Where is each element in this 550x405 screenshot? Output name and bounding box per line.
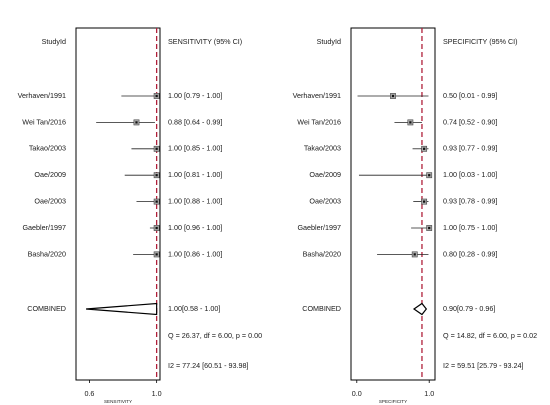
heterogeneity-q: Q = 26.37, df = 6.00, p = 0.00	[168, 331, 262, 340]
x-axis-label: SENSITIVITY	[104, 399, 132, 404]
study-name: Oae/2003	[34, 197, 66, 206]
study-name: Oae/2003	[309, 197, 341, 206]
study-ci-value: 1.00 [0.75 - 1.00]	[443, 223, 497, 232]
study-ci-value: 0.50 [0.01 - 0.99]	[443, 91, 497, 100]
study-name: Oae/2009	[34, 170, 66, 179]
study-name: Wei Tan/2016	[22, 117, 66, 126]
study-ci-value: 0.93 [0.78 - 0.99]	[443, 197, 497, 206]
study-estimate-point	[423, 147, 426, 150]
combined-diamond	[412, 302, 428, 316]
study-estimate-point	[155, 147, 158, 150]
heterogeneity-q: Q = 14.82, df = 6.00, p = 0.02	[443, 331, 537, 340]
combined-label: COMBINED	[302, 304, 341, 313]
study-estimate-point	[155, 253, 158, 256]
combined-ci-value: 0.90[0.79 - 0.96]	[443, 304, 495, 313]
combined-label: COMBINED	[27, 304, 66, 313]
study-estimate-point	[135, 121, 138, 124]
study-ci-value: 1.00 [0.79 - 1.00]	[168, 91, 222, 100]
study-estimate-point	[155, 226, 158, 230]
study-estimate-point	[155, 94, 158, 98]
specificity-forest-plot: StudyId SPECIFICITY (95% CI) Verhaven/1991…	[293, 27, 537, 404]
study-ci-value: 1.00 [0.85 - 1.00]	[168, 144, 222, 153]
study-ci-value: 1.00 [0.03 - 1.00]	[443, 170, 497, 179]
x-axis-label: SPECIFICITY	[379, 399, 407, 404]
ci-column-header: SENSITIVITY (95% CI)	[168, 37, 242, 46]
study-estimate-point	[409, 121, 412, 124]
study-id-header: StudyId	[42, 37, 66, 46]
study-name: Verhaven/1991	[18, 91, 66, 100]
study-id-header: StudyId	[317, 37, 341, 46]
study-ci-value: 1.00 [0.96 - 1.00]	[168, 223, 222, 232]
heterogeneity-i2: I2 = 77.24 [60.51 - 93.98]	[168, 361, 249, 370]
x-tick-label: 0.0	[352, 389, 362, 398]
study-name: Takao/2003	[304, 144, 341, 153]
study-name: Gaebler/1997	[297, 223, 341, 232]
study-name: Oae/2009	[309, 170, 341, 179]
study-ci-value: 1.00 [0.88 - 1.00]	[168, 197, 222, 206]
study-name: Wei Tan/2016	[297, 117, 341, 126]
x-tick-label: 1.0	[152, 389, 162, 398]
study-estimate-point	[155, 200, 158, 203]
combined-diamond	[86, 302, 158, 316]
sensitivity-forest-plot: StudyId SENSITIVITY (95% CI) Verhaven/1991…	[18, 27, 262, 404]
study-ci-value: 0.80 [0.28 - 0.99]	[443, 249, 497, 258]
study-ci-value: 0.74 [0.52 - 0.90]	[443, 117, 497, 126]
study-ci-value: 0.88 [0.64 - 0.99]	[168, 117, 222, 126]
study-estimate-point	[428, 174, 431, 177]
ci-column-header: SPECIFICITY (95% CI)	[443, 37, 518, 46]
study-name: Verhaven/1991	[293, 91, 341, 100]
study-ci-value: 1.00 [0.86 - 1.00]	[168, 249, 222, 258]
study-estimate-point	[155, 174, 158, 177]
study-name: Basha/2020	[28, 249, 66, 258]
study-estimate-point	[423, 200, 426, 203]
study-estimate-point	[413, 253, 416, 256]
combined-ci-value: 1.00[0.58 - 1.00]	[168, 304, 220, 313]
x-tick-label: 0.6	[84, 389, 94, 398]
study-name: Takao/2003	[29, 144, 66, 153]
plot-frame	[350, 27, 436, 381]
study-ci-value: 0.93 [0.77 - 0.99]	[443, 144, 497, 153]
study-estimate-point	[428, 226, 431, 230]
study-name: Gaebler/1997	[22, 223, 66, 232]
plot-frame	[75, 27, 161, 381]
study-name: Basha/2020	[303, 249, 341, 258]
study-ci-value: 1.00 [0.81 - 1.00]	[168, 170, 222, 179]
x-tick-label: 1.0	[424, 389, 434, 398]
study-estimate-point	[391, 94, 395, 98]
heterogeneity-i2: I2 = 59.51 [25.79 - 93.24]	[443, 361, 524, 370]
